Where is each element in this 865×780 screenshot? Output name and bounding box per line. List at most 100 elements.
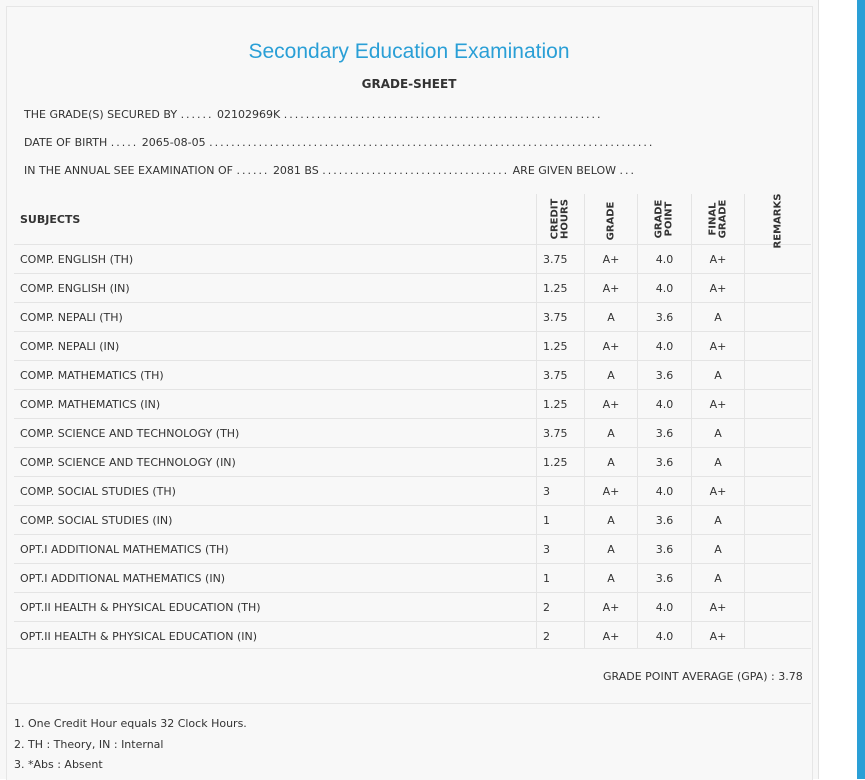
- credit-hours-cell: 3: [536, 534, 585, 564]
- exam-line: IN THE ANNUAL SEE EXAMINATION OF ...... …: [24, 164, 637, 177]
- remarks-cell: [744, 563, 811, 593]
- grade-cell: A: [584, 563, 638, 593]
- subject-cell: COMP. NEPALI (TH): [14, 302, 537, 332]
- table-header-row: SUBJECTS CREDIT HOURS GRADE GRADE POINT FI…: [14, 194, 811, 248]
- table-row: COMP. SOCIAL STUDIES (TH) 3 A+ 4.0 A+: [14, 476, 811, 506]
- credit-hours-cell: 1.25: [536, 331, 585, 361]
- grade-point-cell: 3.6: [637, 302, 692, 332]
- note-item: 2. TH : Theory, IN : Internal: [14, 737, 164, 751]
- symbol-number: 02102969K: [217, 108, 281, 121]
- grade-point-cell: 3.6: [637, 563, 692, 593]
- header-grade: GRADE: [584, 194, 638, 245]
- grade-cell: A+: [584, 331, 638, 361]
- grade-point-cell: 4.0: [637, 244, 692, 274]
- remarks-cell: [744, 505, 811, 535]
- grade-cell: A: [584, 360, 638, 390]
- final-grade-cell: A+: [691, 592, 745, 622]
- grade-cell: A+: [584, 244, 638, 274]
- subject-cell: OPT.II HEALTH & PHYSICAL EDUCATION (TH): [14, 592, 537, 622]
- final-grade-cell: A+: [691, 389, 745, 419]
- subject-cell: COMP. MATHEMATICS (IN): [14, 389, 537, 419]
- grade-cell: A: [584, 534, 638, 564]
- grade-point-cell: 4.0: [637, 273, 692, 303]
- header-grade-point: GRADE POINT: [637, 194, 692, 245]
- remarks-cell: [744, 621, 811, 651]
- table-row: OPT.I ADDITIONAL MATHEMATICS (IN) 1 A 3.6 A: [14, 563, 811, 593]
- table-row: COMP. NEPALI (IN) 1.25 A+ 4.0 A+: [14, 331, 811, 361]
- table-row: COMP. SCIENCE AND TECHNOLOGY (IN) 1.25 A 3.…: [14, 447, 811, 477]
- table-row: OPT.II HEALTH & PHYSICAL EDUCATION (TH) 2…: [14, 592, 811, 622]
- credit-hours-cell: 3.75: [536, 360, 585, 390]
- remarks-cell: [744, 447, 811, 477]
- credit-hours-cell: 1: [536, 505, 585, 535]
- credit-hours-cell: 2: [536, 592, 585, 622]
- grade-point-cell: 4.0: [637, 331, 692, 361]
- remarks-cell: [744, 476, 811, 506]
- remarks-cell: [744, 592, 811, 622]
- grade-cell: A: [584, 418, 638, 448]
- remarks-cell: [744, 360, 811, 390]
- grade-cell: A: [584, 302, 638, 332]
- gpa-line: GRADE POINT AVERAGE (GPA) : 3.78: [603, 670, 803, 683]
- symbol-label: THE GRADE(S) SECURED BY: [24, 108, 178, 121]
- header-final-grade: FINAL GRADE: [691, 194, 745, 245]
- final-grade-cell: A+: [691, 331, 745, 361]
- grade-point-cell: 4.0: [637, 621, 692, 651]
- final-grade-cell: A: [691, 360, 745, 390]
- final-grade-cell: A+: [691, 244, 745, 274]
- grade-point-cell: 3.6: [637, 534, 692, 564]
- grade-cell: A+: [584, 621, 638, 651]
- remarks-cell: [744, 389, 811, 419]
- notes-list: 1. One Credit Hour equals 32 Clock Hours…: [14, 714, 247, 776]
- final-grade-cell: A: [691, 302, 745, 332]
- final-grade-cell: A: [691, 534, 745, 564]
- credit-hours-cell: 3.75: [536, 302, 585, 332]
- gpa-value: 3.78: [778, 670, 803, 683]
- table-row: COMP. NEPALI (TH) 3.75 A 3.6 A: [14, 302, 811, 332]
- subject-cell: COMP. ENGLISH (IN): [14, 273, 537, 303]
- dob-value: 2065-08-05: [141, 136, 206, 149]
- dob-label: DATE OF BIRTH: [24, 136, 108, 149]
- grade-point-cell: 4.0: [637, 389, 692, 419]
- grade-cell: A+: [584, 592, 638, 622]
- grades-table: SUBJECTS CREDIT HOURS GRADE GRADE POINT FI…: [14, 194, 811, 651]
- final-grade-cell: A+: [691, 273, 745, 303]
- table-row: COMP. ENGLISH (IN) 1.25 A+ 4.0 A+: [14, 273, 811, 303]
- exam-suffix: ARE GIVEN BELOW: [512, 164, 617, 177]
- grade-cell: A+: [584, 273, 638, 303]
- final-grade-cell: A+: [691, 621, 745, 651]
- header-credit-hours: CREDIT HOURS: [536, 194, 585, 245]
- grade-point-cell: 3.6: [637, 505, 692, 535]
- subject-cell: COMP. SCIENCE AND TECHNOLOGY (TH): [14, 418, 537, 448]
- table-row: COMP. SOCIAL STUDIES (IN) 1 A 3.6 A: [14, 505, 811, 535]
- page-title: Secondary Education Examination: [248, 40, 570, 63]
- grade-point-cell: 3.6: [637, 447, 692, 477]
- grade-cell: A: [584, 505, 638, 535]
- grade-cell: A: [584, 447, 638, 477]
- grade-point-cell: 3.6: [637, 360, 692, 390]
- final-grade-cell: A: [691, 505, 745, 535]
- credit-hours-cell: 2: [536, 621, 585, 651]
- table-row: OPT.II HEALTH & PHYSICAL EDUCATION (IN) 2…: [14, 621, 811, 651]
- remarks-cell: [744, 418, 811, 448]
- exam-year: 2081 BS: [272, 164, 319, 177]
- subject-cell: OPT.I ADDITIONAL MATHEMATICS (IN): [14, 563, 537, 593]
- note-item: 1. One Credit Hour equals 32 Clock Hours…: [14, 717, 247, 730]
- grade-point-cell: 3.6: [637, 418, 692, 448]
- subject-cell: COMP. MATHEMATICS (TH): [14, 360, 537, 390]
- remarks-cell: [744, 534, 811, 564]
- credit-hours-cell: 1.25: [536, 389, 585, 419]
- table-row: OPT.I ADDITIONAL MATHEMATICS (TH) 3 A 3.6 A: [14, 534, 811, 564]
- remarks-cell: [744, 302, 811, 332]
- remarks-cell: [744, 244, 811, 274]
- subject-cell: OPT.II HEALTH & PHYSICAL EDUCATION (IN): [14, 621, 537, 651]
- grade-cell: A+: [584, 389, 638, 419]
- grade-point-cell: 4.0: [637, 476, 692, 506]
- subject-cell: OPT.I ADDITIONAL MATHEMATICS (TH): [14, 534, 537, 564]
- dob-line: DATE OF BIRTH ..... 2065-08-05 .........…: [24, 136, 655, 149]
- subject-cell: COMP. NEPALI (IN): [14, 331, 537, 361]
- final-grade-cell: A: [691, 418, 745, 448]
- credit-hours-cell: 1.25: [536, 273, 585, 303]
- note-item: 3. *Abs : Absent: [14, 758, 103, 771]
- exam-label: IN THE ANNUAL SEE EXAMINATION OF: [24, 164, 233, 177]
